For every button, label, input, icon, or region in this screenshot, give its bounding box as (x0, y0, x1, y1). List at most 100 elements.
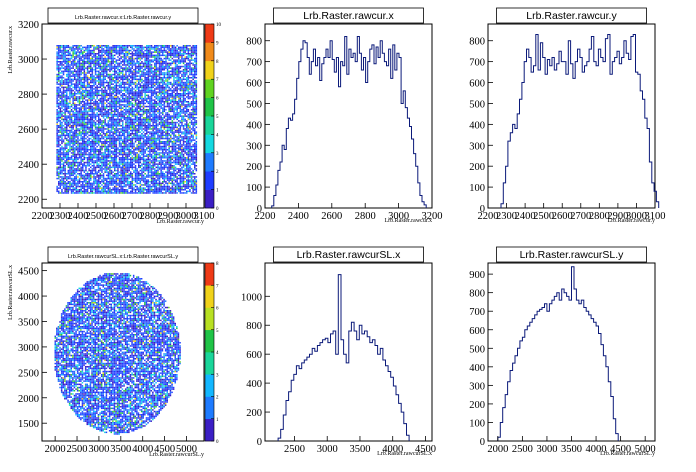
y-tick-label: 600 (246, 79, 262, 90)
x-tick-label: 2600 (104, 211, 125, 222)
y-tick-label: 300 (469, 381, 485, 392)
color-scale-label: 7 (216, 78, 219, 83)
x-tick-label: 3500 (110, 444, 131, 455)
color-scale-label: 3 (216, 373, 219, 378)
y-tick-label: 700 (469, 307, 485, 318)
x-tick-label: 3200 (422, 211, 443, 222)
y-tick-label: 800 (246, 321, 262, 332)
color-scale-label: 3 (216, 152, 219, 157)
y-tick-label: 2200 (18, 195, 39, 206)
y-tick-label: 700 (469, 58, 485, 69)
color-scale-label: 9 (216, 41, 219, 46)
x-tick-label: 2000 (487, 444, 508, 455)
y-tick-label: 700 (246, 58, 262, 69)
y-tick-label: 1000 (241, 292, 262, 303)
y-tick-label: 0 (257, 437, 262, 448)
color-scale-segment (205, 24, 214, 43)
y-tick-label: 0 (480, 437, 485, 448)
title-box (273, 246, 424, 263)
color-scale-label: 1 (216, 418, 219, 423)
color-scale-segment (205, 134, 214, 154)
x-axis-title: Lrb.Raster.rawcur.x (385, 218, 432, 224)
color-scale-segment (205, 79, 214, 98)
chart-title: Lrb.Raster.rawcur.y (526, 10, 617, 22)
y-tick-label: 400 (469, 363, 485, 374)
y-tick-label: 600 (246, 350, 262, 361)
color-scale-segment (205, 189, 214, 209)
color-scale-label: 2 (216, 396, 219, 401)
y-tick-label: 900 (469, 270, 485, 281)
title-box (273, 7, 424, 24)
title-box (496, 7, 647, 24)
x-tick-label: 3000 (626, 211, 647, 222)
heatmap-cells (54, 273, 181, 435)
y-tick-label: 300 (246, 141, 262, 152)
plot-frame (41, 23, 205, 209)
y-tick-label: 300 (469, 141, 485, 152)
y-axis-title: Lrb.Raster.rawcur.x (8, 26, 14, 73)
x-tick-label: 2400 (515, 211, 536, 222)
x-tick-label: 4500 (154, 444, 175, 455)
panel-4: Lrb.Raster.rawcurSL.x:Lrb.Raster.rawcurS… (8, 246, 219, 458)
y-tick-label: 800 (469, 37, 485, 48)
color-scale-segment (205, 116, 214, 135)
histogram-line (271, 36, 427, 208)
y-tick-label: 400 (469, 120, 485, 131)
x-tick-label: 2500 (533, 211, 554, 222)
x-tick-label: 2500 (512, 444, 533, 455)
chart-title: Lrb.Raster.rawcur.x (303, 10, 394, 22)
y-tick-label: 200 (246, 408, 262, 419)
y-tick-label: 3000 (18, 343, 39, 354)
y-tick-label: 500 (469, 99, 485, 110)
x-tick-label: 4500 (415, 444, 436, 455)
color-scale-segment (205, 418, 214, 442)
y-tick-label: 3200 (18, 20, 39, 31)
x-tick-label: 3100 (194, 211, 215, 222)
x-tick-label: 2000 (45, 444, 66, 455)
x-tick-label: 2700 (570, 211, 591, 222)
x-tick-label: 3000 (388, 211, 409, 222)
x-tick-label: 2200 (32, 211, 53, 222)
x-tick-label: 5000 (176, 444, 197, 455)
color-scale-label: 6 (216, 97, 219, 102)
panel-3: Lrb.Raster.rawcur.y220023002400250026002… (469, 7, 666, 224)
color-scale-label: 5 (216, 115, 219, 120)
y-tick-label: 2800 (18, 90, 39, 101)
color-scale-label: 10 (216, 23, 222, 28)
x-tick-label: 2500 (67, 444, 88, 455)
color-scale-segment (205, 374, 214, 397)
plot-frame (264, 23, 433, 209)
y-tick-label: 100 (469, 418, 485, 429)
x-tick-label: 2600 (321, 211, 342, 222)
color-scale-segment (205, 42, 214, 62)
y-axis-title: Lrb.Raster.rawcurSL.x (8, 265, 14, 320)
title-box (47, 246, 199, 263)
y-tick-label: 400 (246, 120, 262, 131)
x-tick-label: 4000 (132, 444, 153, 455)
y-tick-label: 500 (469, 344, 485, 355)
y-tick-label: 4000 (18, 292, 39, 303)
x-tick-label: 2200 (255, 211, 276, 222)
x-tick-label: 3000 (536, 444, 557, 455)
y-tick-label: 800 (246, 37, 262, 48)
y-tick-label: 0 (480, 204, 485, 215)
y-tick-label: 2000 (18, 394, 39, 405)
color-scale-label: 8 (216, 262, 219, 267)
x-tick-label: 2300 (50, 211, 71, 222)
y-tick-label: 1500 (18, 419, 39, 430)
color-scale-label: 4 (216, 351, 219, 356)
x-tick-label: 3000 (88, 444, 109, 455)
color-scale-segment (205, 60, 214, 80)
y-tick-label: 600 (469, 79, 485, 90)
y-tick-label: 500 (246, 99, 262, 110)
histogram-line (277, 274, 410, 441)
y-tick-label: 4500 (18, 267, 39, 278)
x-tick-label: 4500 (610, 444, 631, 455)
x-tick-label: 2600 (552, 211, 573, 222)
x-tick-label: 2900 (158, 211, 179, 222)
y-tick-label: 2500 (18, 368, 39, 379)
color-scale-label: 1 (216, 189, 219, 194)
y-tick-label: 100 (246, 183, 262, 194)
